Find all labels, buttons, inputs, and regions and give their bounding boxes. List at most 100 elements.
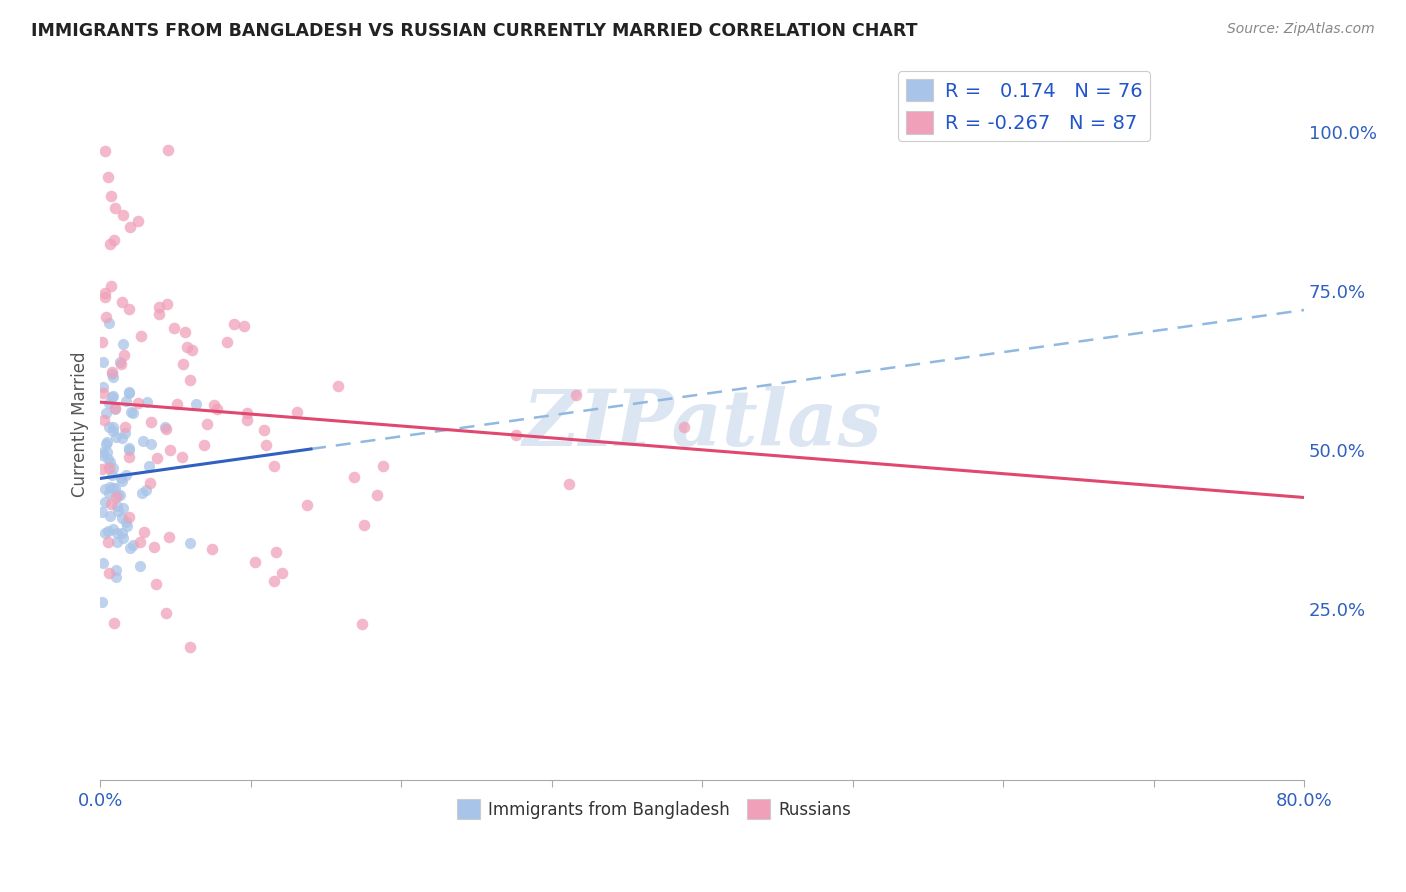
Point [100,188,122,202]
Point [118,510,141,524]
Text: IMMIGRANTS FROM BANGLADESH VS RUSSIAN CURRENTLY MARRIED CORRELATION CHART: IMMIGRANTS FROM BANGLADESH VS RUSSIAN CU… [31,22,918,40]
Point [143,540,166,554]
Point [181,343,204,357]
Point [155,606,177,620]
Point [285,404,308,418]
Point [104,570,127,584]
Point [110,471,132,485]
Point [114,515,136,529]
Point [101,461,124,475]
Point [97,420,120,434]
Point [129,328,152,343]
Point [155,422,177,436]
Point [202,398,225,412]
Point [105,563,128,577]
Text: Source: ZipAtlas.com: Source: ZipAtlas.com [1227,22,1375,37]
Point [673,419,696,434]
Point [205,402,228,417]
Point [148,308,170,322]
Point [120,404,142,418]
Point [94,495,117,509]
Point [170,450,193,464]
Point [111,531,134,545]
Point [129,534,152,549]
Point [90,505,112,519]
Point [111,474,134,488]
Point [148,301,170,315]
Point [111,295,134,310]
Point [107,499,129,513]
Point [107,525,129,540]
Point [97,451,120,466]
Point [94,483,117,497]
Point [104,482,127,496]
Point [91,448,114,462]
Point [104,401,127,416]
Point [105,430,128,444]
Point [253,423,276,437]
Point [145,577,167,591]
Point [110,357,132,371]
Legend: Immigrants from Bangladesh, Russians: Immigrants from Bangladesh, Russians [450,793,858,825]
Point [505,428,527,442]
Point [100,498,122,512]
Point [233,318,256,333]
Point [155,420,177,434]
Point [94,290,117,304]
Point [172,357,194,371]
Point [101,424,124,438]
Point [97,534,120,549]
Point [115,467,138,482]
Point [100,278,122,293]
Point [159,442,181,457]
Point [98,508,121,523]
Point [97,524,120,538]
Point [118,302,141,317]
Point [117,519,139,533]
Point [114,426,136,441]
Point [156,297,179,311]
Point [163,321,186,335]
Point [100,365,122,379]
Point [222,317,245,331]
Point [353,518,375,533]
Point [91,556,114,570]
Point [98,460,121,475]
Point [103,481,125,495]
Point [105,535,128,549]
Point [193,438,215,452]
Point [138,459,160,474]
Text: ZIPatlas: ZIPatlas [523,386,882,463]
Point [91,355,114,369]
Point [139,476,162,491]
Point [112,336,135,351]
Point [97,169,120,184]
Point [107,488,129,502]
Point [96,437,118,451]
Point [179,373,201,387]
Point [101,390,124,404]
Point [90,462,112,476]
Point [166,397,188,411]
Point [295,498,318,512]
Point [254,438,277,452]
Point [101,367,124,381]
Point [139,436,162,450]
Point [101,369,124,384]
Point [118,385,141,400]
Point [104,401,127,415]
Point [122,406,145,420]
Point [98,486,121,500]
Point [93,385,115,400]
Point [184,397,207,411]
Point [173,325,195,339]
Point [118,450,141,464]
Point [558,476,581,491]
Point [94,310,117,325]
Point [100,480,122,494]
Point [90,595,112,609]
Point [343,470,366,484]
Point [139,415,162,429]
Point [94,144,117,158]
Point [101,522,124,536]
